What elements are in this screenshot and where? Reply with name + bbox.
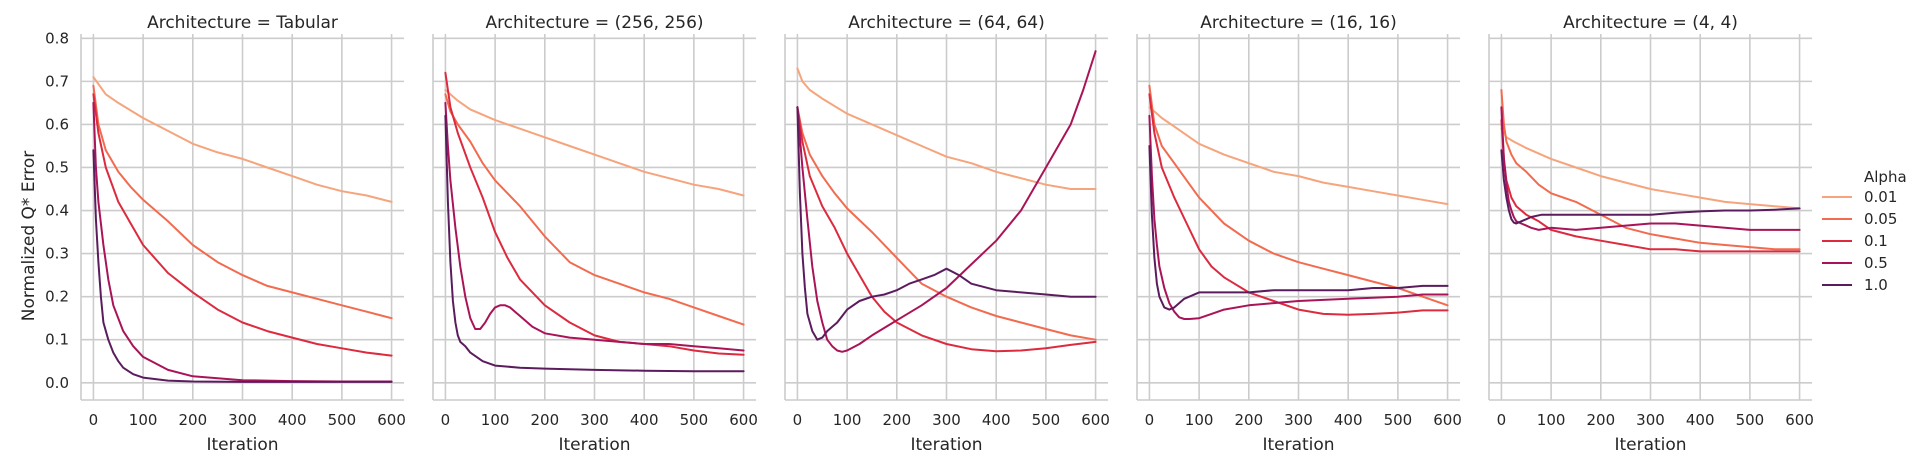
legend-item: 0.5 (1822, 254, 1888, 272)
series-line-alpha-0.5 (1148, 114, 1449, 320)
panel-title: Architecture = (16, 16) (1200, 13, 1396, 33)
panels-layer: 0 100 200 300 400 500 600 0.0 0.1 0.2 0.3 0.4 0.5 0.6… (45, 13, 1814, 455)
series-line-alpha-0.05 (92, 84, 393, 320)
series-line-alpha-0.5 (1500, 106, 1801, 231)
x-axis-title: Iteration (1614, 435, 1686, 455)
series-line-alpha-0.01 (92, 76, 393, 203)
x-tick-label: 500 (1032, 411, 1061, 429)
x-tick-label: 0 (1497, 411, 1507, 429)
x-axis-title: Iteration (558, 435, 630, 455)
series-line-alpha-1.0 (1500, 149, 1801, 225)
series-line-alpha-1.0 (444, 114, 745, 373)
y-tick-label: 0.1 (45, 331, 69, 349)
series-line-alpha-0.01 (1500, 127, 1801, 210)
x-tick-label: 200 (178, 411, 207, 429)
x-tick-label: 500 (680, 411, 709, 429)
series-line-alpha-0.1 (444, 71, 745, 356)
legend-item: 0.01 (1822, 188, 1897, 206)
legend-item: 1.0 (1822, 276, 1888, 294)
series-line-alpha-1.0 (796, 106, 1097, 341)
series-line-alpha-1.0 (1148, 145, 1449, 311)
series-line-alpha-1.0 (92, 149, 393, 383)
y-tick-label: 0.0 (45, 374, 69, 392)
x-tick-label: 100 (1185, 411, 1214, 429)
x-tick-label: 300 (228, 411, 257, 429)
x-tick-label: 500 (1384, 411, 1413, 429)
y-tick-label: 0.7 (45, 72, 69, 90)
y-tick-label: 0.8 (45, 29, 69, 47)
series-line-alpha-0.05 (1148, 84, 1449, 307)
panel-4: 0 100 200 300 400 500 600 Architecture = (16, 1… (1136, 13, 1462, 455)
y-tick-label: 0.6 (45, 115, 69, 133)
x-tick-label: 300 (932, 411, 961, 429)
panel-title: Architecture = Tabular (147, 13, 338, 33)
x-axis-title: Iteration (910, 435, 982, 455)
panel-5: 0 100 200 300 400 500 600 Architecture = (4, 4)… (1488, 13, 1814, 455)
x-tick-label: 600 (377, 411, 406, 429)
x-tick-label: 0 (89, 411, 99, 429)
x-tick-label: 300 (1636, 411, 1665, 429)
x-tick-label: 400 (1686, 411, 1715, 429)
legend-label: 0.5 (1864, 254, 1888, 272)
x-tick-label: 300 (1284, 411, 1313, 429)
x-tick-label: 100 (481, 411, 510, 429)
x-tick-label: 400 (630, 411, 659, 429)
series-line-alpha-0.5 (444, 101, 745, 352)
series-line-alpha-0.01 (1148, 106, 1449, 206)
x-tick-label: 400 (1334, 411, 1363, 429)
panel-title: Architecture = (4, 4) (1563, 13, 1738, 33)
legend-title: Alpha (1864, 168, 1907, 186)
x-tick-label: 600 (1081, 411, 1110, 429)
series-line-alpha-0.01 (444, 89, 745, 197)
x-tick-label: 0 (1145, 411, 1155, 429)
x-tick-label: 400 (278, 411, 307, 429)
legend-label: 1.0 (1864, 276, 1888, 294)
panel-2: 0 100 200 300 400 500 600 Architecture = (256, … (432, 13, 758, 455)
series-line-alpha-0.05 (1500, 89, 1801, 251)
series-line-alpha-0.1 (1500, 119, 1801, 253)
series-line-alpha-0.05 (444, 93, 745, 326)
series-line-alpha-0.5 (796, 50, 1097, 353)
x-tick-label: 100 (1537, 411, 1566, 429)
series-line-alpha-0.1 (796, 106, 1097, 353)
x-tick-label: 0 (441, 411, 451, 429)
x-tick-label: 200 (1234, 411, 1263, 429)
series-line-alpha-0.1 (92, 93, 393, 357)
x-tick-label: 300 (580, 411, 609, 429)
x-tick-label: 500 (1736, 411, 1765, 429)
x-tick-label: 200 (1586, 411, 1615, 429)
legend-label: 0.1 (1864, 232, 1888, 250)
legend-item: 0.1 (1822, 232, 1888, 250)
x-tick-label: 100 (129, 411, 158, 429)
series-line-alpha-0.5 (92, 101, 393, 383)
series-line-alpha-0.05 (796, 106, 1097, 341)
x-tick-label: 200 (882, 411, 911, 429)
x-tick-label: 600 (729, 411, 758, 429)
y-tick-label: 0.4 (45, 202, 69, 220)
panel-title: Architecture = (256, 256) (485, 13, 703, 33)
y-axis-title: Normalized Q* Error (19, 151, 39, 322)
x-axis-title: Iteration (206, 435, 278, 455)
x-tick-label: 400 (982, 411, 1011, 429)
x-axis-title: Iteration (1262, 435, 1334, 455)
x-tick-label: 500 (328, 411, 357, 429)
legend-label: 0.01 (1864, 188, 1897, 206)
panel-title: Architecture = (64, 64) (848, 13, 1044, 33)
y-tick-label: 0.5 (45, 158, 69, 176)
legend-label: 0.05 (1864, 210, 1897, 228)
x-tick-label: 100 (833, 411, 862, 429)
x-tick-label: 600 (1785, 411, 1814, 429)
panel-3: 0 100 200 300 400 500 600 Architecture = (64, 6… (784, 13, 1110, 455)
x-tick-label: 200 (530, 411, 559, 429)
y-tick-label: 0.3 (45, 245, 69, 263)
x-tick-label: 0 (793, 411, 803, 429)
legend-item: 0.05 (1822, 210, 1897, 228)
panel-1: 0 100 200 300 400 500 600 0.0 0.1 0.2 0.3 0.4 0.5 0.6… (45, 13, 406, 455)
x-tick-label: 600 (1433, 411, 1462, 429)
legend: Alpha 0.01 0.05 0.1 0.5 1.0 (1822, 168, 1907, 294)
y-tick-label: 0.2 (45, 288, 69, 306)
